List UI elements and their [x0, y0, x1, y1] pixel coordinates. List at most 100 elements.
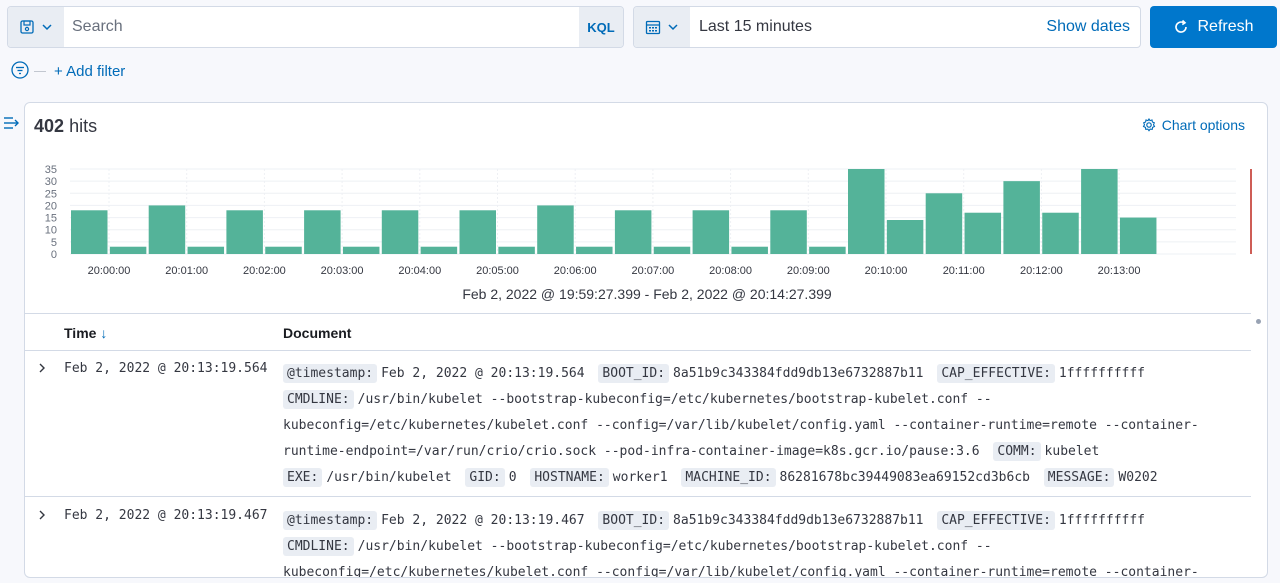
histogram-bar[interactable] [614, 210, 652, 254]
refresh-label: Refresh [1197, 18, 1254, 35]
sort-down-icon[interactable]: ↓ [100, 325, 108, 341]
histogram-bar[interactable] [1003, 181, 1040, 254]
field-value: 8a51b9c343384fdd9db13e6732887b11 [673, 513, 924, 528]
expand-row-button[interactable] [35, 361, 49, 377]
save-icon [20, 20, 34, 34]
histogram-bar[interactable] [925, 193, 963, 254]
hits-counter: 402 hits [34, 116, 97, 137]
calendar-icon [645, 20, 661, 35]
field-key: MESSAGE: [1043, 468, 1115, 487]
chart-options-label: Chart options [1161, 117, 1245, 133]
row-document: @timestamp: Feb 2, 2022 @ 20:13:19.467 BO… [283, 508, 1223, 578]
field-value: /usr/bin/kubelet --bootstrap-kubeconfig=… [283, 539, 1199, 578]
histogram-bar[interactable] [770, 210, 807, 254]
hits-label: hits [69, 116, 98, 136]
histogram-bar[interactable] [304, 210, 341, 254]
x-tick-label: 20:11:00 [943, 265, 985, 277]
x-tick-label: 20:02:00 [243, 265, 286, 277]
histogram-bar[interactable] [576, 246, 613, 254]
x-tick-label: 20:03:00 [321, 265, 364, 277]
add-filter-button[interactable]: + Add filter [54, 63, 126, 80]
row-time: Feb 2, 2022 @ 20:13:19.564 [64, 361, 268, 376]
x-tick-label: 20:04:00 [398, 265, 441, 277]
field-key: @timestamp: [283, 364, 378, 383]
column-header-time[interactable]: Time ↓ [64, 325, 107, 341]
histogram-bar[interactable] [265, 246, 302, 254]
histogram-bar[interactable] [498, 246, 535, 254]
column-header-document: Document [283, 325, 352, 341]
sidebar-toggle-button[interactable] [3, 116, 21, 135]
histogram-bar[interactable] [187, 246, 225, 254]
field-value: 1ffffffffff [1058, 366, 1145, 381]
field-value: /usr/bin/kubelet [326, 470, 452, 485]
histogram-bar[interactable] [1042, 212, 1079, 254]
discover-panel: 402 hits Chart options 0 5 10 15 20 25 30 35 20:… [24, 102, 1268, 578]
x-tick-label: 20:09:00 [787, 265, 830, 277]
field-key: BOOT_ID: [598, 364, 670, 383]
histogram-bar[interactable] [809, 246, 846, 254]
histogram-bar[interactable] [459, 210, 497, 254]
expand-row-button[interactable] [35, 508, 49, 524]
y-tick-label: 10 [45, 225, 57, 237]
histogram-bar[interactable] [886, 220, 924, 254]
histogram-bar[interactable] [1119, 217, 1157, 254]
refresh-button[interactable]: Refresh [1150, 6, 1277, 48]
field-key: CAP_EFFECTIVE: [937, 511, 1055, 530]
chevron-right-icon [39, 510, 45, 520]
time-header-label: Time [64, 325, 97, 341]
chart-options-button[interactable]: Chart options [1142, 117, 1245, 133]
histogram-bar[interactable] [848, 169, 885, 254]
field-key: BOOT_ID: [598, 511, 670, 530]
row-document: @timestamp: Feb 2, 2022 @ 20:13:19.564 BO… [283, 361, 1223, 491]
histogram-bar[interactable] [109, 246, 147, 254]
show-dates-link[interactable]: Show dates [1046, 18, 1130, 35]
field-key: CMDLINE: [283, 537, 354, 556]
filter-menu-button[interactable] [10, 60, 30, 85]
x-tick-label: 20:12:00 [1020, 265, 1063, 277]
query-language-button[interactable]: KQL [579, 7, 623, 47]
histogram-bar[interactable] [381, 210, 419, 254]
quick-select-button[interactable] [634, 7, 690, 47]
search-input[interactable] [64, 7, 579, 47]
histogram-bar[interactable] [1081, 169, 1118, 254]
search-box: KQL [7, 6, 624, 48]
histogram-bar[interactable] [71, 210, 108, 254]
x-tick-label: 20:13:00 [1098, 265, 1141, 277]
field-value: W0202 [1118, 470, 1158, 485]
field-key: MACHINE_ID: [681, 468, 776, 487]
histogram-bar[interactable] [692, 210, 730, 254]
histogram-bar[interactable] [653, 246, 691, 254]
field-value: kubelet [1044, 444, 1100, 459]
histogram-bar[interactable] [420, 246, 458, 254]
y-tick-label: 5 [51, 237, 57, 249]
histogram-bar[interactable] [226, 210, 263, 254]
filter-bar: + Add filter [0, 58, 1280, 86]
field-value: worker1 [612, 470, 668, 485]
saved-query-button[interactable] [8, 7, 64, 47]
row-time: Feb 2, 2022 @ 20:13:19.467 [64, 508, 268, 523]
field-value: 8a51b9c343384fdd9db13e6732887b11 [673, 366, 924, 381]
query-bar: KQL Last 15 minutes Show dates Refresh [0, 0, 1280, 56]
histogram-bar[interactable] [342, 246, 380, 254]
scrollbar-thumb[interactable] [1256, 319, 1261, 324]
histogram-bar[interactable] [964, 212, 1002, 254]
time-range-caption: Feb 2, 2022 @ 19:59:27.399 - Feb 2, 2022… [462, 286, 832, 302]
y-tick-label: 0 [51, 249, 57, 261]
hits-count: 402 [34, 116, 65, 136]
table-row: Feb 2, 2022 @ 20:13:19.564 @timestamp: Fe… [25, 351, 1251, 497]
field-value: Feb 2, 2022 @ 20:13:19.564 [381, 366, 585, 381]
histogram-bar[interactable] [148, 205, 186, 254]
chevron-down-icon [668, 24, 678, 31]
field-value: Feb 2, 2022 @ 20:13:19.467 [381, 513, 585, 528]
x-tick-label: 20:05:00 [476, 265, 519, 277]
field-key: CAP_EFFECTIVE: [937, 364, 1055, 383]
x-tick-label: 20:10:00 [865, 265, 908, 277]
histogram-bar[interactable] [731, 246, 768, 254]
table-header: Time ↓ Document [25, 313, 1251, 351]
y-tick-label: 25 [45, 188, 57, 200]
time-range-label[interactable]: Last 15 minutes [699, 18, 812, 35]
histogram-bar[interactable] [537, 205, 574, 254]
filter-divider [34, 71, 46, 72]
time-picker: Last 15 minutes Show dates [633, 6, 1141, 48]
